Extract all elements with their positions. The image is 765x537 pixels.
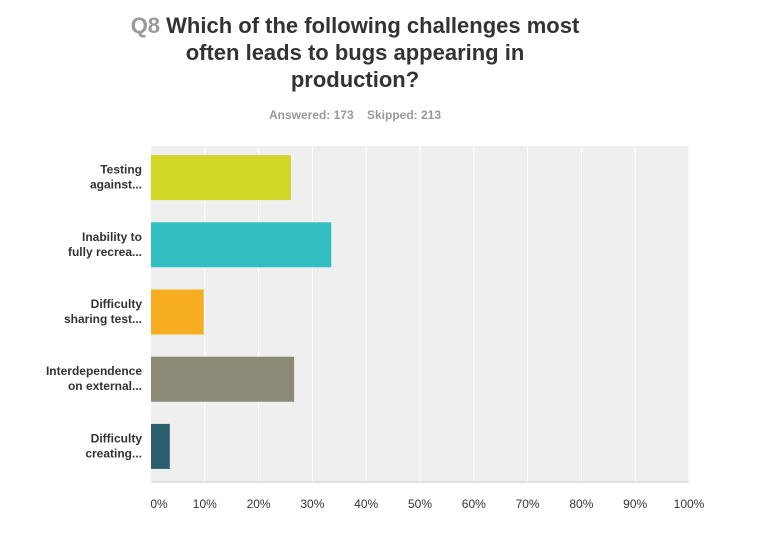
category-label: Interdependence xyxy=(46,364,142,378)
skipped-count: Skipped: 213 xyxy=(367,108,442,122)
x-tick-label: 80% xyxy=(569,497,593,511)
bar xyxy=(151,155,291,201)
x-tick-label: 0% xyxy=(150,497,168,511)
category-label: Difficulty xyxy=(91,431,143,445)
x-tick-label: 60% xyxy=(462,497,486,511)
x-tick-label: 50% xyxy=(408,497,432,511)
bar xyxy=(151,222,332,268)
category-label: Inability to xyxy=(82,230,142,244)
category-label: Difficulty xyxy=(91,297,143,311)
bar xyxy=(151,423,170,469)
x-tick-label: 10% xyxy=(193,497,217,511)
category-label: against... xyxy=(90,178,142,192)
question-text-line-3: production? xyxy=(290,67,420,92)
title-line-1: Q8 Which of the following challenges mos… xyxy=(100,12,610,39)
x-tick-label: 90% xyxy=(623,497,647,511)
question-number: Q8 xyxy=(130,13,161,38)
question-text-line-2: often leads to bugs appearing in xyxy=(185,40,525,65)
chart-title: Q8 Which of the following challenges mos… xyxy=(100,12,610,93)
category-label: creating... xyxy=(85,446,142,460)
category-label: Testing xyxy=(100,163,142,177)
bar xyxy=(151,356,295,402)
x-tick-label: 40% xyxy=(354,497,378,511)
category-label: fully recrea... xyxy=(68,245,142,259)
bar xyxy=(151,289,204,335)
category-label: on external... xyxy=(68,379,142,393)
question-text-line-1: Which of the following challenges most xyxy=(166,13,580,38)
x-tick-label: 20% xyxy=(247,497,271,511)
response-stats: Answered: 173 Skipped: 213 xyxy=(0,108,710,122)
x-tick-label: 30% xyxy=(300,497,324,511)
category-label: sharing test... xyxy=(64,312,142,326)
answered-count: Answered: 173 xyxy=(268,108,354,122)
x-tick-label: 100% xyxy=(674,497,705,511)
x-tick-label: 70% xyxy=(516,497,540,511)
